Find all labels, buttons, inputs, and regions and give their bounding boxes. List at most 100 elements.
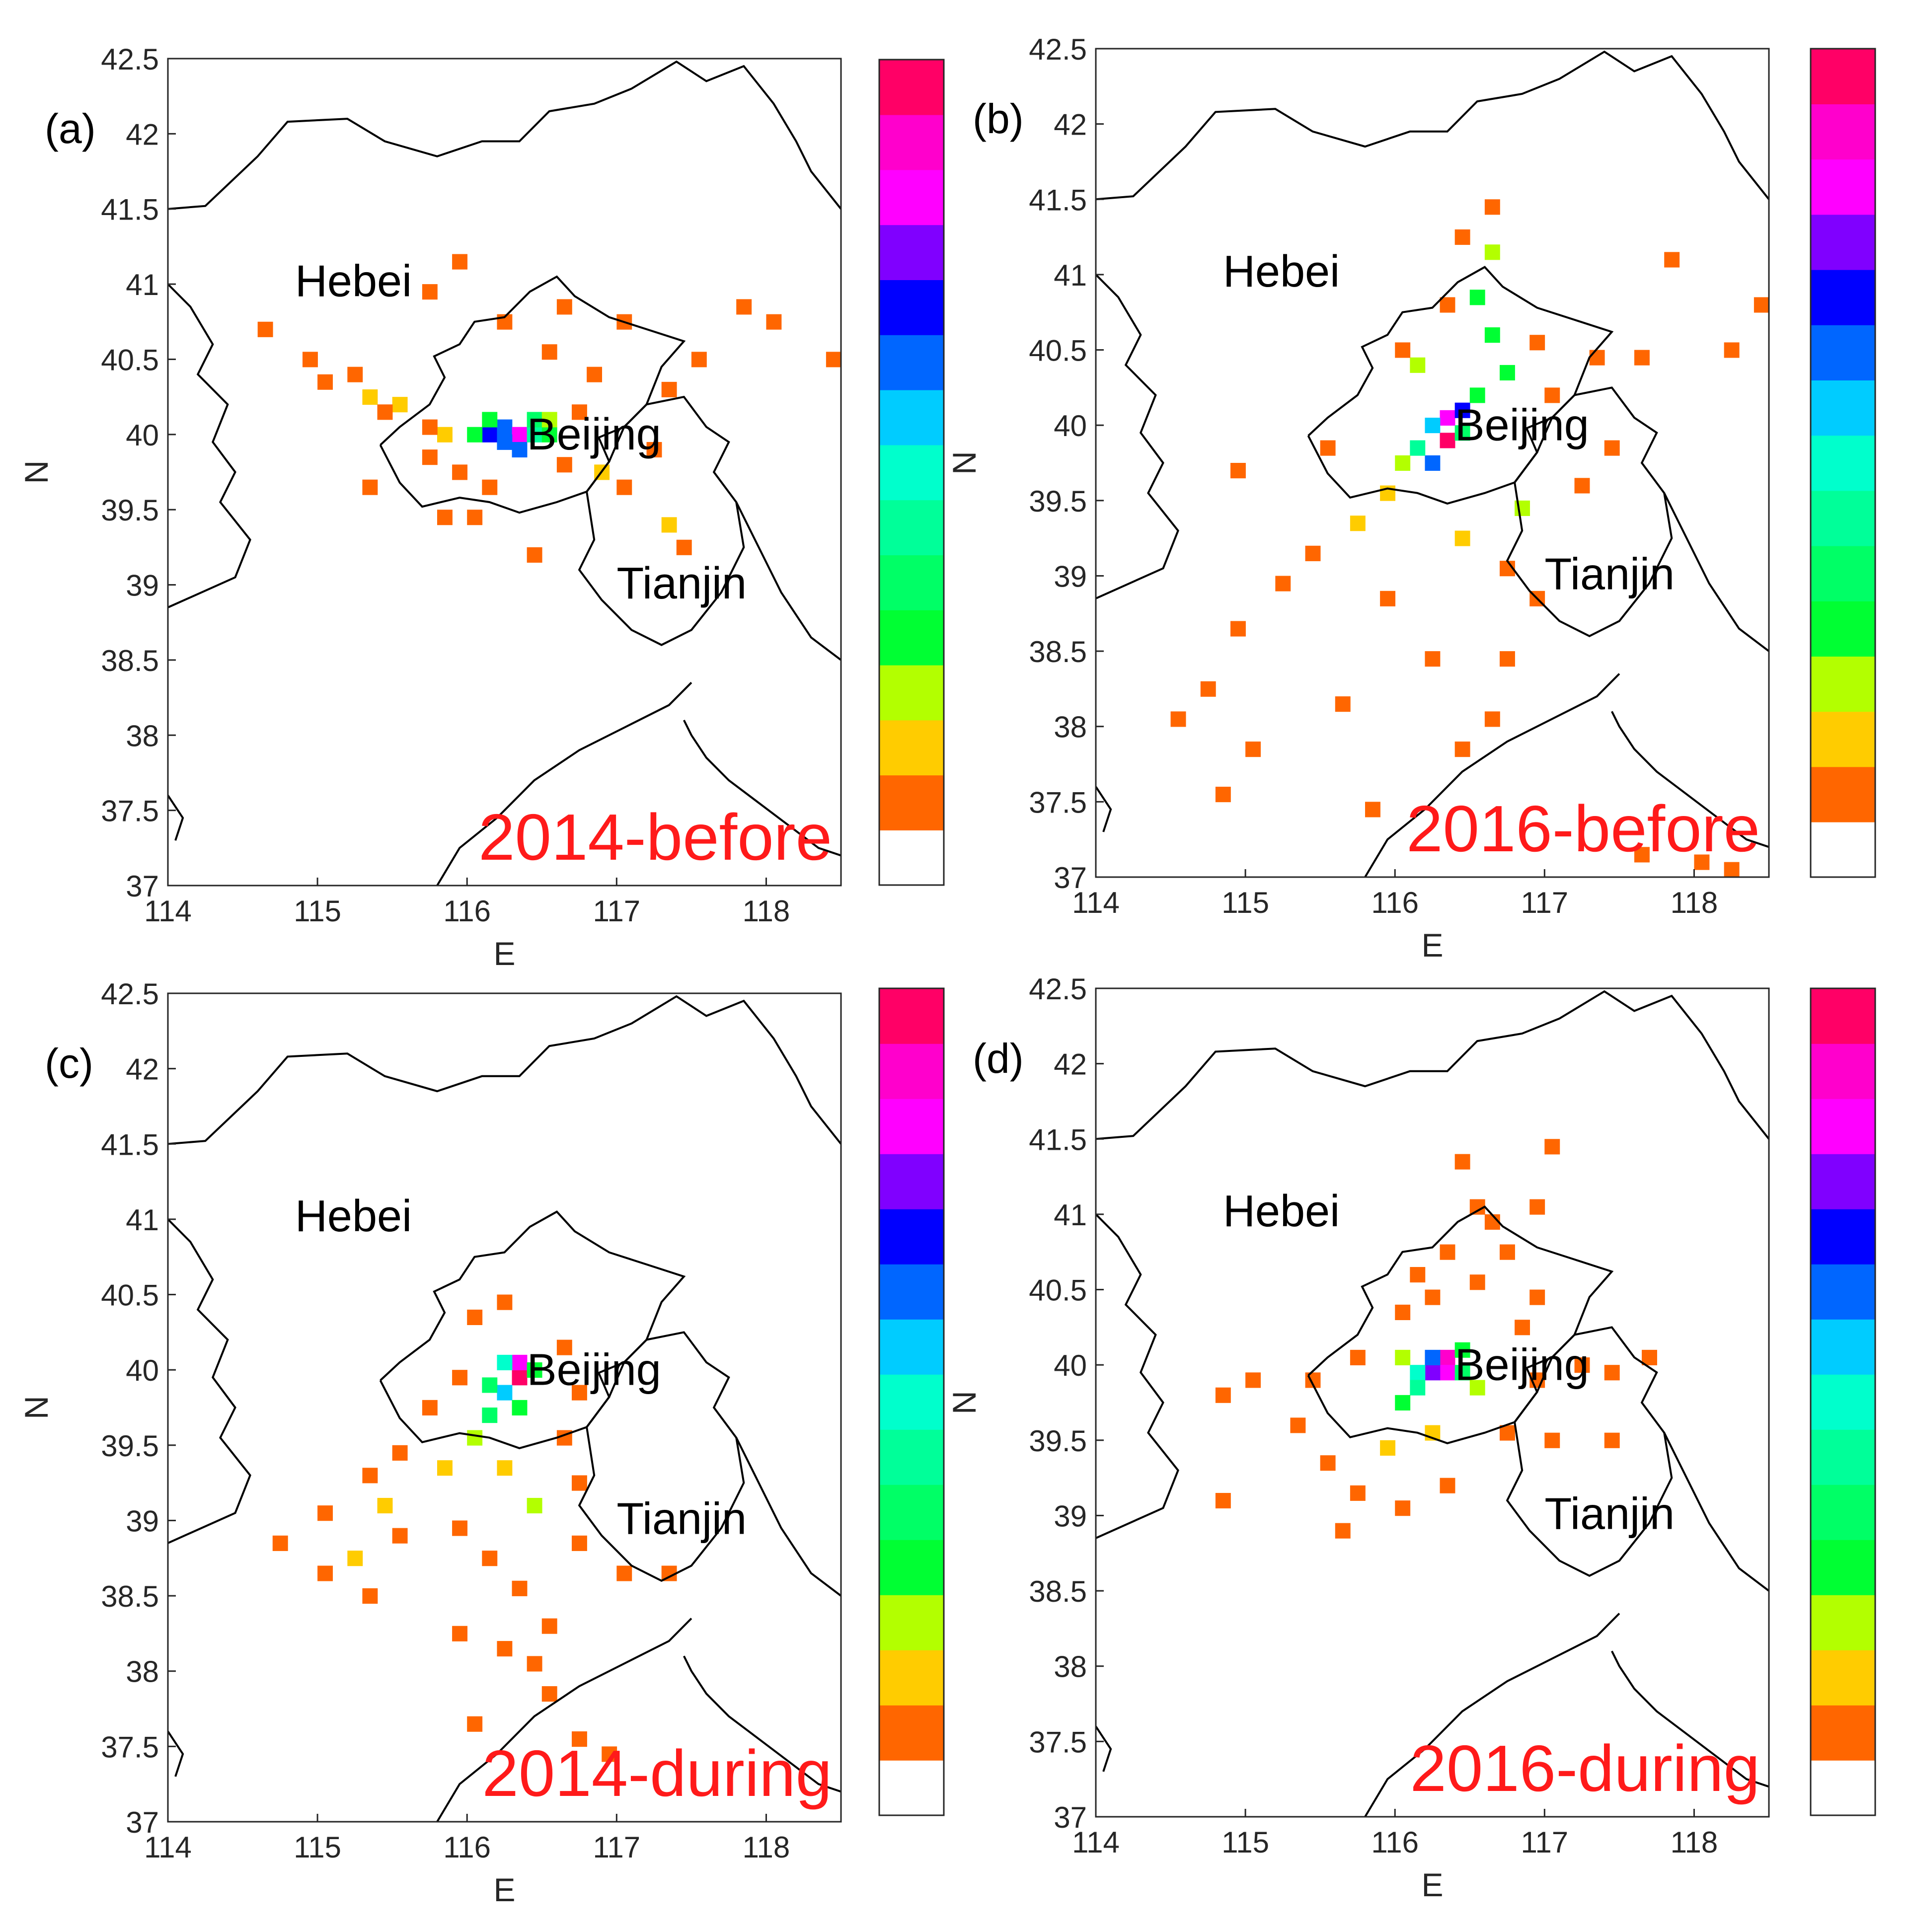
grid-cell (736, 299, 752, 315)
colorbar-swatch (879, 445, 944, 501)
colorbar-swatch (1811, 325, 1875, 380)
colorbar-swatch (879, 1209, 944, 1264)
panel-letter: (d) (973, 1035, 1024, 1082)
x-tick-label: 116 (443, 1831, 491, 1864)
y-tick-label: 42 (126, 118, 159, 151)
colorbar-swatch (879, 1154, 944, 1209)
grid-cell (1395, 342, 1411, 358)
y-tick-label: 40 (126, 1354, 159, 1387)
y-axis-label: N (18, 1396, 55, 1419)
grid-cell (1724, 342, 1740, 358)
y-axis-label: N (946, 451, 983, 475)
region-label-tianjin: Tianjin (1544, 1489, 1675, 1539)
grid-cell (1484, 199, 1500, 215)
grid-cell (452, 464, 468, 480)
grid-cell (1395, 455, 1411, 471)
y-tick-label: 38.5 (1029, 1575, 1087, 1608)
colorbar-swatch (879, 1595, 944, 1650)
plot-area (1096, 988, 1769, 1817)
coastline (735, 1437, 841, 1597)
grid-cell (512, 427, 528, 443)
colorbar-swatch (879, 114, 944, 170)
x-tick-label: 114 (1072, 886, 1120, 919)
grid-cell (497, 1294, 513, 1310)
grid-cell (676, 539, 692, 555)
grid-cell (452, 1626, 468, 1641)
coastline-south (683, 1655, 841, 1793)
grid-cell (1664, 252, 1680, 268)
colorbar (878, 59, 945, 886)
grid-cell (392, 1445, 408, 1461)
grid-cell (1170, 711, 1186, 727)
colorbar-frame (878, 987, 945, 1816)
colorbar-swatch (879, 1374, 944, 1430)
grid-cells (257, 254, 841, 563)
x-axis-label: E (493, 1871, 515, 1908)
grid-cell (437, 427, 453, 443)
colorbar-swatch (1811, 49, 1875, 104)
y-tick-label: 38.5 (1029, 635, 1087, 669)
grid-cell (1724, 862, 1740, 877)
grid-cell (1275, 576, 1291, 592)
grid-cell (587, 367, 603, 382)
southwest-boundary (1096, 1725, 1112, 1772)
grid-cell (347, 1551, 363, 1566)
grid-cell (1440, 1365, 1455, 1381)
grid-cell (317, 1505, 333, 1521)
x-tick-label: 115 (294, 894, 341, 928)
grid-cell (1245, 1372, 1261, 1388)
grid-cell (1604, 1432, 1620, 1448)
grid-cell (482, 412, 498, 428)
grid-cell (467, 510, 483, 525)
hebei-boundary (168, 995, 841, 1145)
southwest-boundary (168, 1730, 184, 1777)
x-tick-label: 116 (443, 894, 491, 928)
colorbar-swatch (879, 610, 944, 666)
grid-cell (527, 412, 542, 428)
y-tick-label: 39 (1054, 1499, 1087, 1533)
y-tick-label: 41.5 (101, 1128, 159, 1161)
colorbar-swatch (879, 1650, 944, 1706)
grid-cell (646, 442, 662, 458)
grid-cell (1694, 854, 1710, 870)
grid-cell (467, 1309, 483, 1325)
colorbar-swatch (1811, 380, 1875, 436)
grid-cell (616, 479, 632, 495)
hebei-boundary (1096, 50, 1769, 201)
colorbar-swatch (1811, 214, 1875, 270)
grid-cell (512, 1580, 528, 1596)
x-tick-label: 117 (1521, 1826, 1569, 1859)
colorbar-swatch (879, 775, 944, 830)
grid-cell (1469, 1274, 1485, 1290)
period-label: 2014-before (478, 801, 832, 874)
x-tick-label: 118 (1671, 886, 1718, 919)
grid-cell (422, 1400, 438, 1415)
grid-cell (661, 381, 677, 397)
grid-cell (452, 1370, 468, 1386)
y-tick-label: 41 (126, 268, 159, 301)
region-label-tianjin: Tianjin (616, 1494, 747, 1544)
grid-cell (467, 427, 483, 443)
grid-cell (1425, 651, 1441, 667)
grid-cell (1425, 1349, 1441, 1365)
colorbar-swatch (879, 1429, 944, 1485)
grid-cell (1454, 229, 1470, 245)
grid-cell (467, 1430, 483, 1446)
region-label-beijing: Beijing (1455, 401, 1589, 450)
beijing-boundary (379, 1210, 686, 1449)
y-tick-label: 37.5 (101, 795, 159, 828)
beijing-boundary (1307, 266, 1614, 505)
grid-cell (1544, 1139, 1560, 1155)
coastline (1663, 1432, 1769, 1592)
grid-cell (1215, 1387, 1231, 1403)
grid-cell (527, 1656, 542, 1672)
y-tick-label: 38 (1054, 1650, 1087, 1684)
grid-cell (1484, 711, 1500, 727)
y-axis-label: N (946, 1391, 983, 1414)
colorbar-frame (1810, 987, 1876, 1816)
grid-cell (482, 1551, 498, 1566)
grid-cell (556, 299, 572, 315)
grid-cell (1454, 1154, 1470, 1170)
grid-cell (527, 1362, 542, 1378)
grid-cell (1350, 1349, 1366, 1365)
